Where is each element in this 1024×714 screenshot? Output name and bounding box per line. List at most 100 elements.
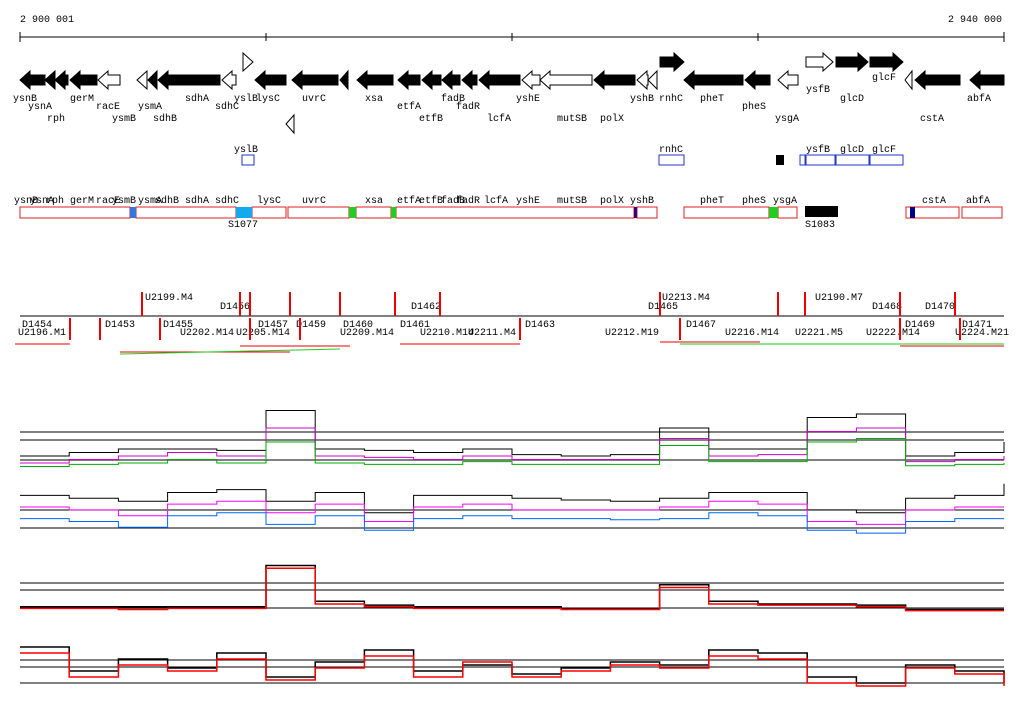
gene-label: pheS <box>742 101 766 113</box>
gene-label: abfA <box>967 93 991 105</box>
gene-arrow <box>904 69 913 91</box>
gene-label: glcF <box>872 72 896 84</box>
signal-line <box>20 564 1004 611</box>
signal-line <box>20 500 1004 525</box>
gene-arrow <box>291 69 339 91</box>
gene-arrow <box>593 69 636 91</box>
gene-arrow <box>835 51 869 73</box>
segment <box>355 206 392 219</box>
probe-span <box>119 348 341 355</box>
segment-label: etfA <box>397 195 421 207</box>
gene-arrow <box>285 113 295 135</box>
segment-label: lcfA <box>484 195 508 207</box>
gene-label: glcD <box>840 93 864 105</box>
gene-arrow <box>914 69 961 91</box>
probe-label: U2205.M14 <box>236 328 290 339</box>
probe-label: U2222.M14 <box>866 328 920 339</box>
gene-box <box>869 154 904 166</box>
probe-label: U2209.M14 <box>340 328 394 339</box>
segment <box>135 206 237 219</box>
gene-arrow <box>969 69 1005 91</box>
gene-arrow <box>397 69 421 91</box>
probe-label: U2190.M7 <box>815 293 863 304</box>
segment-label: polX <box>600 195 624 207</box>
segment-label: rph <box>46 195 64 207</box>
probe-label: U2202.M14 <box>180 328 234 339</box>
gene-label: yslB <box>234 93 258 105</box>
segment-fill <box>805 206 838 217</box>
segment-label: pheS <box>742 195 766 207</box>
probe-label: D1454 <box>22 320 52 331</box>
segment-label: fadR <box>456 195 480 207</box>
gene-label: etfA <box>397 101 421 113</box>
probe-label: U2210.M14 <box>420 328 474 339</box>
panel-guides <box>20 431 1004 684</box>
probe-label: D1471 <box>962 320 992 331</box>
segment-fill <box>236 207 252 218</box>
signal-line <box>20 410 1005 457</box>
gene-label: ysmB <box>112 114 136 125</box>
segment-fill <box>349 207 356 218</box>
gene-arrow <box>805 51 834 73</box>
segment-label: ysnB <box>14 196 38 207</box>
probe-label: D1461 <box>400 320 430 331</box>
segment-label: ysgA <box>773 196 797 207</box>
segment-label: sdhB <box>155 195 179 207</box>
gene-arrow <box>221 69 237 91</box>
segment-label: abfA <box>966 195 990 207</box>
gene-label: polX <box>600 113 624 125</box>
segment-fill <box>391 207 396 218</box>
probe-label: D1453 <box>105 320 135 331</box>
probe-label: D1455 <box>163 320 193 331</box>
gene-label: ysnB <box>13 94 37 105</box>
gene-label: yshE <box>516 93 540 105</box>
gene-label: uvrC <box>302 94 326 105</box>
gene-arrow <box>97 69 121 91</box>
gene-label: sdhC <box>215 101 239 113</box>
gene-label: mutSB <box>557 114 587 125</box>
segment-label: ysnA <box>30 196 54 207</box>
box-label: yslB <box>234 144 258 156</box>
gene-arrow <box>147 69 158 91</box>
segment-label: racE <box>96 196 120 207</box>
gene-label: xsa <box>365 94 383 105</box>
gene-label: fadR <box>456 101 480 113</box>
segment-label: yshE <box>516 195 540 207</box>
gene-label: ysmA <box>138 102 162 113</box>
segment-label: pheT <box>700 195 724 207</box>
gene-label: rph <box>47 113 65 125</box>
gene-box <box>658 154 685 166</box>
gene-box <box>776 155 784 165</box>
signal-line <box>20 483 1005 514</box>
gene-arrow <box>478 69 521 91</box>
probe-label: D1457 <box>258 320 288 331</box>
gene-arrow <box>69 69 98 91</box>
gene-arrow <box>521 69 541 91</box>
feature-label: S1077 <box>228 220 258 231</box>
signal-line <box>20 567 1004 612</box>
gene-arrow <box>356 69 394 91</box>
probe-label: D1462 <box>411 302 441 313</box>
probe-label: D1463 <box>525 320 555 331</box>
segment <box>683 206 770 219</box>
ruler-end: 2 940 000 <box>948 15 1002 26</box>
gene-arrow <box>636 69 649 91</box>
gene-label: lysC <box>256 93 280 105</box>
signal-line <box>20 512 1004 534</box>
box-label: glcF <box>872 144 896 156</box>
segment <box>636 206 658 219</box>
gene-arrow <box>777 69 799 91</box>
gene-arrow <box>157 69 221 91</box>
signal-line <box>20 438 1005 467</box>
probe-label: D1468 <box>872 302 902 313</box>
gene-label: etfB <box>419 113 443 125</box>
gene-arrow <box>242 51 254 73</box>
ruler-start: 2 900 001 <box>20 15 74 26</box>
probe-label: U2199.M4 <box>145 293 193 304</box>
ruler-ticks <box>19 32 1005 42</box>
segment-fill <box>634 207 637 218</box>
gene-box <box>799 154 806 166</box>
box-label: ysfB <box>806 144 830 156</box>
